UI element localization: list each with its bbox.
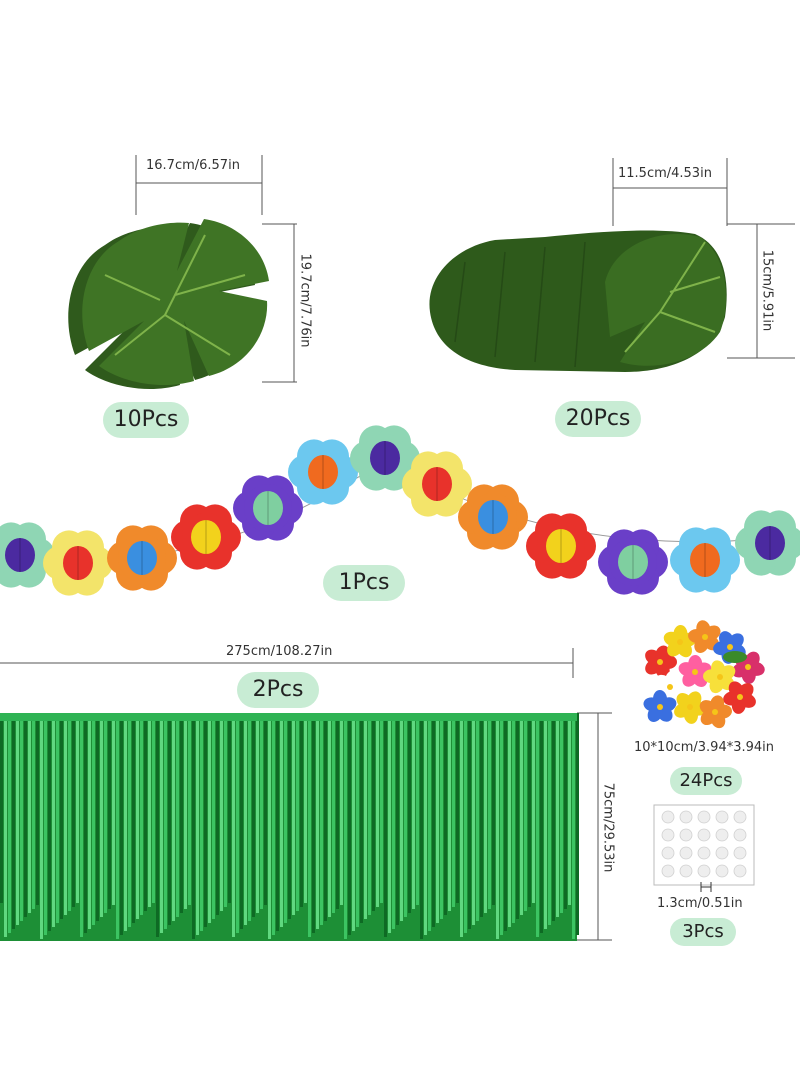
monstera-leaf-icon — [68, 219, 269, 390]
paper-flower-icon — [598, 529, 668, 595]
flowers-size-label: 10*10cm/3.94*3.94in — [634, 740, 775, 755]
garland-quantity-badge: 1Pcs — [323, 565, 405, 601]
hibiscus-flower-icon — [688, 620, 721, 653]
hibiscus-flower-icon — [645, 645, 677, 679]
paper-flower-icon — [526, 513, 596, 579]
paper-flower-garland — [0, 425, 800, 596]
fringe-height-label: 75cm/29.53in — [600, 782, 616, 873]
monstera-leaf-stack-icon — [429, 230, 727, 372]
paper-flower-icon — [288, 439, 358, 505]
paper-flower-icon — [350, 425, 420, 491]
hibiscus-flower-icon — [699, 695, 732, 729]
big-leaf-width-label: 16.7cm/6.57in — [146, 158, 240, 173]
paper-flower-icon — [670, 527, 740, 593]
glue-dot-sheet-icon — [653, 804, 755, 886]
glue-dots-quantity-badge: 3Pcs — [670, 918, 736, 946]
big-leaf-height-label: 19.7cm/7.76in — [297, 253, 313, 348]
fringe-width-label: 275cm/108.27in — [226, 644, 333, 659]
small-leaf-width-label: 11.5cm/4.53in — [618, 166, 712, 181]
paper-flower-icon — [233, 475, 303, 541]
hibiscus-flower-icon — [643, 690, 677, 722]
fringe-quantity-badge: 2Pcs — [237, 672, 319, 708]
glue-dots-size-label: 1.3cm/0.51in — [657, 896, 743, 911]
paper-flower-icon — [0, 522, 55, 588]
foil-fringe-icon — [0, 713, 579, 941]
paper-flower-icon — [402, 451, 472, 517]
hibiscus-flower-icon — [654, 670, 687, 704]
big-leaf-quantity-badge: 10Pcs — [103, 402, 189, 438]
paper-flower-icon — [43, 530, 113, 596]
paper-flower-icon — [735, 510, 800, 576]
hibiscus-flower-icon — [723, 681, 756, 714]
paper-flower-icon — [458, 484, 528, 550]
paper-flower-icon — [107, 525, 177, 591]
glue-dot-size-marker — [700, 882, 712, 892]
hibiscus-flower-icon — [678, 655, 712, 687]
small-leaf-height-label: 15cm/5.91in — [759, 249, 775, 332]
paper-flower-icon — [171, 504, 241, 570]
hibiscus-flower-icon — [703, 660, 736, 694]
hibiscus-flower-icon — [674, 691, 707, 724]
hibiscus-flower-icon — [643, 620, 765, 729]
small-leaf-quantity-badge: 20Pcs — [555, 401, 641, 437]
flowers-quantity-badge: 24Pcs — [670, 767, 742, 795]
